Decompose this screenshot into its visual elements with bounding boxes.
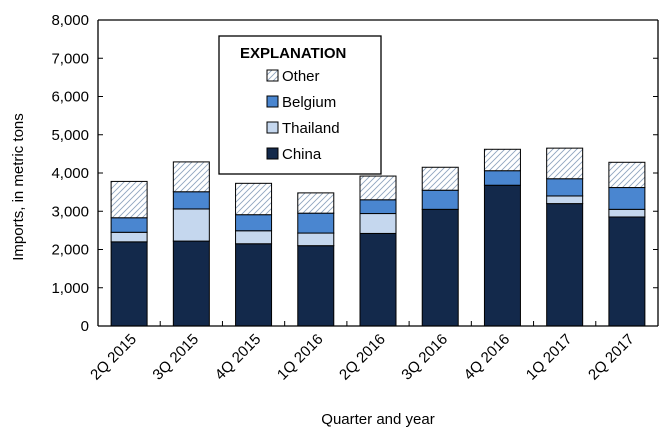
legend-swatch-china	[266, 147, 279, 160]
y-tick-label: 1,000	[51, 280, 89, 297]
y-tick-label: 8,000	[51, 12, 89, 29]
bar-segment-other	[110, 180, 148, 219]
legend-swatch-other	[266, 69, 279, 82]
bar-segment-thailand	[172, 208, 210, 242]
bar-segment-china	[546, 203, 584, 327]
bar-segment-china	[110, 241, 148, 327]
bar-segment-thailand	[608, 208, 646, 218]
bar-segment-belgium	[546, 178, 584, 197]
legend-label-thailand: Thailand	[282, 120, 340, 137]
bar-segment-china	[421, 208, 459, 327]
legend-label-other: Other	[282, 68, 320, 85]
bar-segment-thailand	[359, 213, 397, 234]
bar-segment-belgium	[359, 199, 397, 215]
bar-segment-belgium	[110, 217, 148, 233]
legend-label-china: China	[282, 146, 322, 163]
x-tick-label: 3Q 2015	[149, 331, 202, 384]
bar-segment-china	[608, 216, 646, 327]
bars-layer	[110, 147, 646, 327]
y-tick-label: 6,000	[51, 89, 89, 106]
legend: EXPLANATION Other Belgium Thailand China	[218, 35, 382, 175]
y-axis-title: Imports, in metric tons	[10, 113, 27, 261]
bar-segment-belgium	[421, 189, 459, 210]
x-tick-label: 2Q 2015	[87, 331, 140, 384]
y-tick-label: 5,000	[51, 127, 89, 144]
legend-title: EXPLANATION	[240, 45, 346, 62]
bar-segment-other	[359, 175, 397, 201]
bar-segment-other	[172, 161, 210, 193]
x-tick-label: 2Q 2017	[585, 331, 638, 384]
bar-segment-china	[359, 232, 397, 327]
bar-segment-other	[297, 192, 335, 214]
y-tick-label: 2,000	[51, 242, 89, 259]
bar-segment-belgium	[235, 214, 273, 232]
y-tick-label: 4,000	[51, 165, 89, 182]
bar-segment-thailand	[546, 195, 584, 205]
bar-segment-other	[421, 166, 459, 191]
x-axis-title: Quarter and year	[321, 411, 434, 428]
y-tick-label: 0	[81, 318, 89, 335]
x-tick-label: 3Q 2016	[398, 331, 451, 384]
legend-items: Other Belgium Thailand China	[266, 68, 340, 163]
bar-segment-belgium	[608, 187, 646, 210]
bar-segment-belgium	[297, 212, 335, 234]
x-tick-label: 1Q 2016	[274, 331, 327, 384]
legend-swatch-thailand	[266, 121, 279, 134]
bar-segment-thailand	[235, 230, 273, 245]
bar-segment-belgium	[172, 191, 210, 210]
x-tick-label: 4Q 2016	[461, 331, 514, 384]
y-tick-label: 3,000	[51, 203, 89, 220]
bar-segment-china	[483, 184, 521, 327]
bar-segment-china	[297, 245, 335, 327]
x-tick-label: 4Q 2015	[212, 331, 265, 384]
bar-segment-thailand	[110, 231, 148, 243]
bar-segment-other	[546, 147, 584, 180]
y-tick-label: 7,000	[51, 50, 89, 67]
legend-swatch-belgium	[266, 95, 279, 108]
bar-segment-other	[483, 148, 521, 172]
bar-segment-china	[172, 240, 210, 327]
bar-segment-other	[235, 182, 273, 216]
legend-label-belgium: Belgium	[282, 94, 336, 111]
x-tick-label: 1Q 2017	[523, 331, 576, 384]
bar-segment-china	[235, 243, 273, 327]
legend-box	[218, 35, 382, 175]
bar-segment-belgium	[483, 170, 521, 186]
bar-segment-thailand	[297, 232, 335, 247]
x-tick-label: 2Q 2016	[336, 331, 389, 384]
bar-segment-other	[608, 161, 646, 189]
